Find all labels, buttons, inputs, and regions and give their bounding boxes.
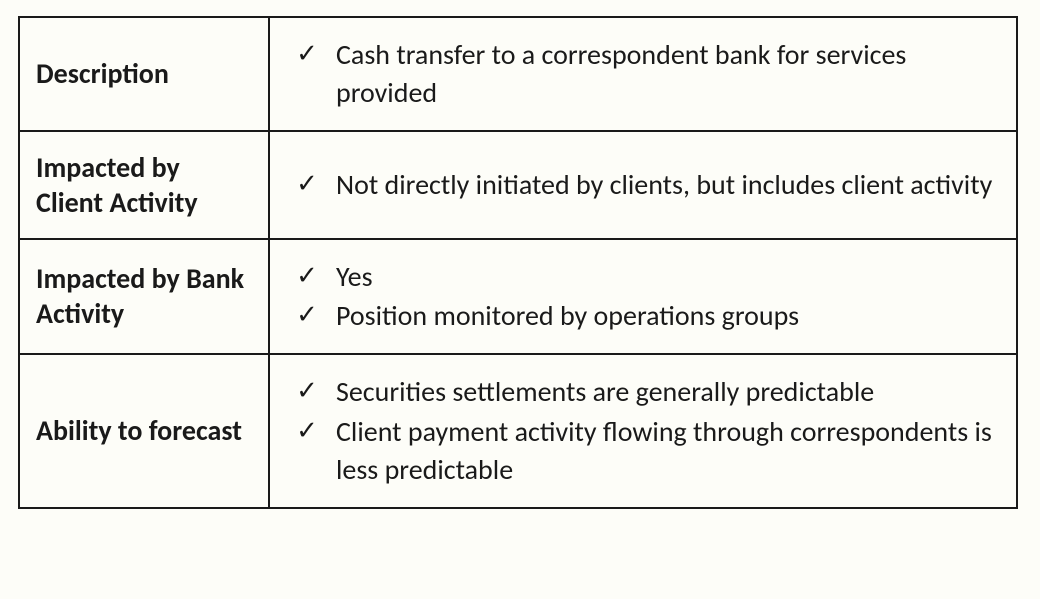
check-list: ✓ Cash transfer to a correspondent bank … xyxy=(294,36,998,112)
list-item: ✓ Position monitored by operations group… xyxy=(294,297,998,335)
list-item: ✓ Not directly initiated by clients, but… xyxy=(294,166,998,204)
check-icon: ✓ xyxy=(294,166,320,201)
table-row: Ability to forecast ✓ Securities settlem… xyxy=(19,354,1017,507)
check-icon: ✓ xyxy=(294,258,320,293)
list-item: ✓ Client payment activity flowing throug… xyxy=(294,413,998,489)
check-icon: ✓ xyxy=(294,373,320,408)
list-item-text: Client payment activity flowing through … xyxy=(336,413,998,489)
list-item: ✓ Securities settlements are generally p… xyxy=(294,373,998,411)
list-item: ✓ Cash transfer to a correspondent bank … xyxy=(294,36,998,112)
definition-table: Description ✓ Cash transfer to a corresp… xyxy=(18,16,1018,509)
check-list: ✓ Yes ✓ Position monitored by operations… xyxy=(294,258,998,336)
check-list: ✓ Not directly initiated by clients, but… xyxy=(294,166,998,204)
check-icon: ✓ xyxy=(294,413,320,448)
table-row: Impacted by Bank Activity ✓ Yes ✓ Positi… xyxy=(19,239,1017,355)
row-value: ✓ Cash transfer to a correspondent bank … xyxy=(269,17,1017,131)
table-row: Impacted by Client Activity ✓ Not direct… xyxy=(19,131,1017,239)
check-list: ✓ Securities settlements are generally p… xyxy=(294,373,998,488)
check-icon: ✓ xyxy=(294,297,320,332)
row-label: Ability to forecast xyxy=(19,354,269,507)
row-value: ✓ Yes ✓ Position monitored by operations… xyxy=(269,239,1017,355)
table-row: Description ✓ Cash transfer to a corresp… xyxy=(19,17,1017,131)
list-item-text: Cash transfer to a correspondent bank fo… xyxy=(336,36,998,112)
row-label: Description xyxy=(19,17,269,131)
check-icon: ✓ xyxy=(294,36,320,71)
list-item-text: Securities settlements are generally pre… xyxy=(336,373,998,411)
row-value: ✓ Not directly initiated by clients, but… xyxy=(269,131,1017,239)
row-label: Impacted by Client Activity xyxy=(19,131,269,239)
list-item-text: Not directly initiated by clients, but i… xyxy=(336,166,998,204)
row-label: Impacted by Bank Activity xyxy=(19,239,269,355)
list-item: ✓ Yes xyxy=(294,258,998,296)
list-item-text: Yes xyxy=(336,258,998,296)
list-item-text: Position monitored by operations groups xyxy=(336,297,998,335)
row-value: ✓ Securities settlements are generally p… xyxy=(269,354,1017,507)
